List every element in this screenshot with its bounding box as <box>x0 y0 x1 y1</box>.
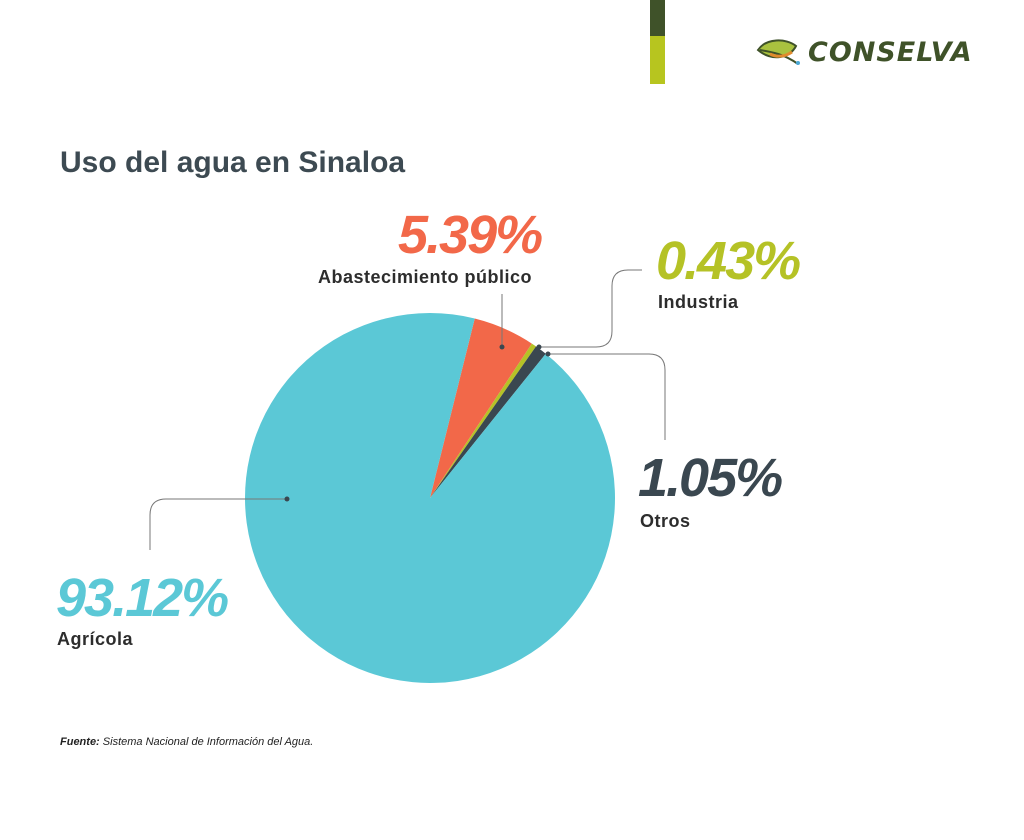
pie-slice-industria <box>430 343 536 498</box>
pct-abastecimiento: 5.39% <box>398 205 543 265</box>
chart-title: Uso del agua en Sinaloa <box>60 146 406 179</box>
label-abastecimiento: Abastecimiento público <box>318 267 533 287</box>
pct-otros: 1.05% <box>638 448 783 508</box>
leader-agricola <box>149 498 287 550</box>
leaf-icon <box>756 39 800 65</box>
source-label: Fuente: <box>60 736 100 748</box>
pie-slice-otros <box>430 346 546 498</box>
conselva-logo: CONSELVA <box>756 36 973 68</box>
pie-slice-agricola <box>244 312 615 683</box>
dot-otros <box>545 351 551 357</box>
dot-agricola <box>284 496 290 502</box>
label-industria: Industria <box>658 292 739 312</box>
dot-abastecimiento <box>499 344 505 350</box>
source-text: Sistema Nacional de Información del Agua… <box>102 736 314 748</box>
pct-agricola: 93.12% <box>56 568 229 628</box>
label-agricola: Agrícola <box>57 629 134 649</box>
pie-slice-abastecimiento-publico <box>430 318 532 498</box>
label-otros: Otros <box>640 511 691 531</box>
leader-otros <box>548 353 666 440</box>
brand-bar-dark <box>650 0 665 36</box>
source-note: Fuente: Sistema Nacional de Información … <box>60 736 313 748</box>
logo-text: CONSELVA <box>808 36 973 68</box>
leader-industria <box>539 269 642 348</box>
dot-industria <box>536 344 542 350</box>
pct-industria: 0.43% <box>656 231 801 291</box>
brand-bar-light <box>650 36 665 84</box>
